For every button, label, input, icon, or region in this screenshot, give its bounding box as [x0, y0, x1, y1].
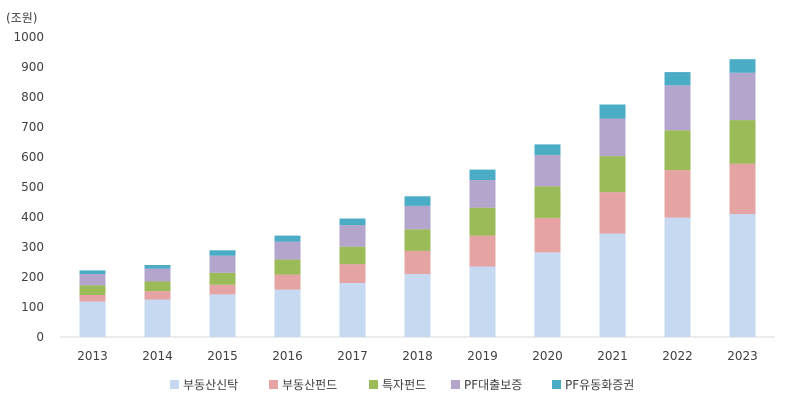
bar-segment — [144, 299, 171, 337]
bar-segment — [144, 268, 171, 282]
x-tick-label: 2015 — [207, 349, 238, 363]
y-tick-label: 500 — [21, 180, 44, 194]
x-tick-label: 2023 — [727, 349, 758, 363]
y-tick-label: 300 — [21, 240, 44, 254]
bar-segment — [729, 120, 756, 164]
y-tick-label: 700 — [21, 120, 44, 134]
bar-segment — [274, 241, 301, 260]
bar-segment — [729, 163, 756, 214]
legend-swatch — [170, 380, 179, 389]
legend-label: 부동산신탁 — [183, 378, 238, 392]
bar-segment — [469, 266, 496, 337]
x-tick-label: 2017 — [337, 349, 368, 363]
bar-segment — [469, 180, 496, 208]
legend-label: PF대출보증 — [464, 378, 522, 392]
bar-segment — [79, 301, 106, 337]
bar-segment — [209, 255, 236, 273]
legend-item: 부동산펀드 — [269, 378, 337, 392]
y-tick-label: 600 — [21, 150, 44, 164]
x-axis: 2013 2014 2015 2016 2017 2018 2019 2020 2021 2022… — [60, 336, 775, 363]
bar-segment — [144, 265, 171, 269]
bar-segment — [209, 294, 236, 337]
y-axis-unit-label: (조원) — [6, 11, 37, 25]
bar-segment — [274, 235, 301, 242]
bar-segment — [469, 235, 496, 267]
y-tick-label: 200 — [21, 270, 44, 284]
bar-segment — [274, 259, 301, 275]
y-tick-label: 100 — [21, 300, 44, 314]
bar-segment — [79, 274, 106, 286]
y-tick-label: 800 — [21, 90, 44, 104]
y-tick-label: 900 — [21, 60, 44, 74]
bar-segment — [404, 229, 431, 251]
x-tick-label: 2020 — [532, 349, 563, 363]
bar-segment — [339, 264, 366, 283]
legend: 부동산신탁 부동산펀드 특자펀드 PF대출보증 PF유동화증권 — [170, 378, 634, 392]
bar-segment — [729, 59, 756, 73]
bar-segment — [729, 72, 756, 121]
bar-segment — [339, 218, 366, 226]
bar-segment — [404, 274, 431, 337]
bar-segment — [79, 285, 106, 295]
bar-segment — [664, 85, 691, 131]
bar-segment — [274, 274, 301, 290]
bar-segment — [534, 252, 561, 337]
bar-segment — [79, 295, 106, 302]
bar-segment — [339, 283, 366, 337]
bar-segment — [469, 207, 496, 236]
bar-segment — [664, 72, 691, 86]
y-axis: 0 100 200 300 400 500 600 700 800 900 1000 — [13, 30, 44, 344]
legend-swatch — [269, 380, 278, 389]
bar-segment — [144, 291, 171, 300]
bar-segment — [404, 250, 431, 274]
x-tick-label: 2022 — [662, 349, 693, 363]
y-tick-label: 0 — [36, 330, 44, 344]
bar-segment — [144, 281, 171, 292]
x-tick-label: 2014 — [142, 349, 173, 363]
bar-segment — [599, 104, 626, 119]
x-tick-label: 2018 — [402, 349, 433, 363]
legend-label: PF유동화증권 — [565, 378, 634, 392]
bar-segment — [599, 156, 626, 193]
bar-segment — [664, 130, 691, 171]
legend-swatch — [552, 380, 561, 389]
legend-label: 부동산펀드 — [282, 378, 337, 392]
legend-item: PF대출보증 — [451, 378, 522, 392]
bar-segment — [534, 186, 561, 218]
bar-segment — [599, 118, 626, 157]
bar-segment — [664, 170, 691, 218]
x-tick-label: 2019 — [467, 349, 498, 363]
bar-segment — [599, 233, 626, 337]
bar-segment — [339, 246, 366, 265]
bar-segment — [599, 192, 626, 234]
bar-segment — [209, 250, 236, 256]
bar-segment — [209, 284, 236, 295]
legend-item: PF유동화증권 — [552, 378, 634, 392]
bar-segment — [209, 272, 236, 285]
bar-segment — [469, 169, 496, 181]
bar-segment — [534, 144, 561, 155]
bars — [79, 59, 756, 337]
y-tick-label: 1000 — [13, 30, 44, 44]
x-tick-label: 2016 — [272, 349, 303, 363]
legend-label: 특자펀드 — [382, 378, 426, 392]
bar-segment — [79, 270, 106, 274]
bar-segment — [534, 217, 561, 253]
legend-swatch — [369, 380, 378, 389]
x-tick-label: 2021 — [597, 349, 628, 363]
legend-item: 특자펀드 — [369, 378, 426, 392]
legend-item: 부동산신탁 — [170, 378, 238, 392]
bar-segment — [664, 217, 691, 337]
bar-segment — [404, 196, 431, 206]
bar-segment — [274, 289, 301, 337]
y-tick-label: 400 — [21, 210, 44, 224]
bar-segment — [404, 205, 431, 230]
legend-swatch — [451, 380, 460, 389]
bar-segment — [534, 154, 561, 187]
bar-segment — [339, 225, 366, 247]
x-tick-label: 2013 — [77, 349, 108, 363]
bar-segment — [729, 214, 756, 337]
